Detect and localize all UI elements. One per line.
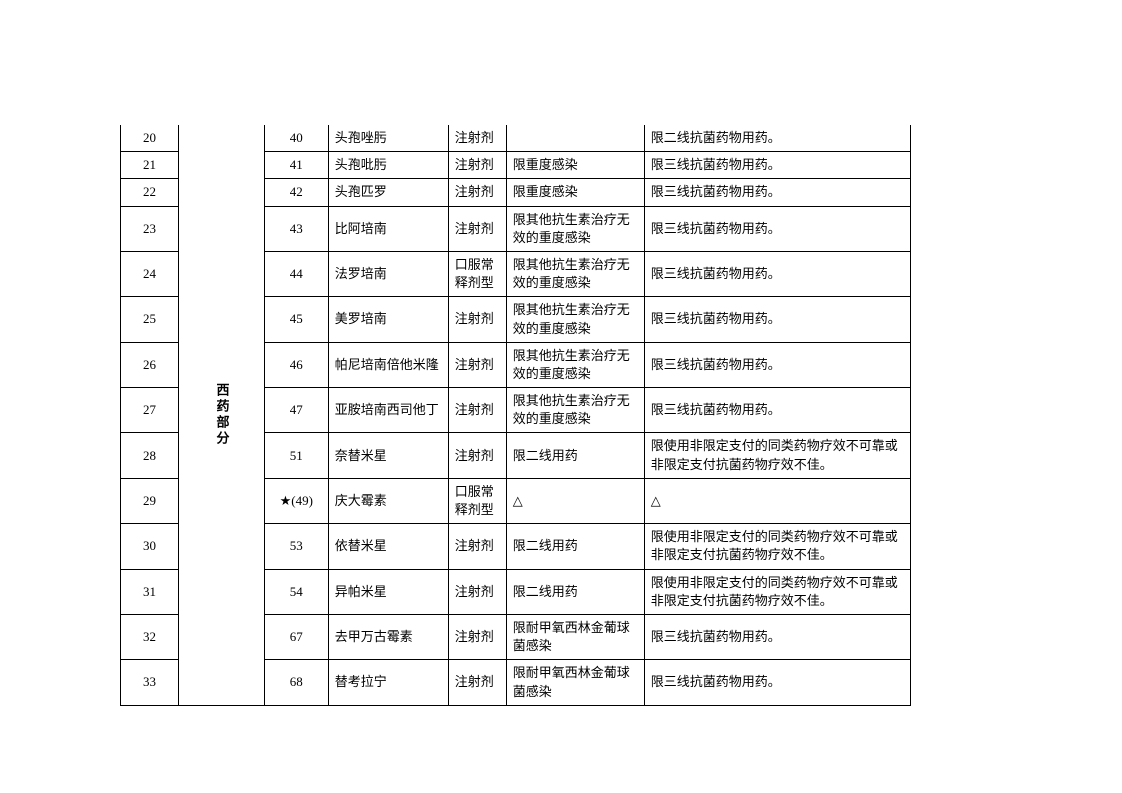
cell-form: 注射剂 xyxy=(448,342,506,387)
cell-code: 68 xyxy=(264,660,328,705)
cell-seq: 31 xyxy=(121,569,179,614)
cell-restrict: 限耐甲氧西林金葡球菌感染 xyxy=(506,660,644,705)
cell-seq: 20 xyxy=(121,125,179,152)
cell-remark: 限使用非限定支付的同类药物疗效不可靠或非限定支付抗菌药物疗效不佳。 xyxy=(644,524,910,569)
cell-remark: 限三线抗菌药物用药。 xyxy=(644,342,910,387)
cell-seq: 25 xyxy=(121,297,179,342)
cell-form: 注射剂 xyxy=(448,524,506,569)
cell-seq: 30 xyxy=(121,524,179,569)
cell-seq: 33 xyxy=(121,660,179,705)
cell-seq: 28 xyxy=(121,433,179,478)
cell-form: 注射剂 xyxy=(448,433,506,478)
cell-form: 注射剂 xyxy=(448,125,506,152)
cell-remark: 限三线抗菌药物用药。 xyxy=(644,614,910,659)
cell-remark: 限三线抗菌药物用药。 xyxy=(644,660,910,705)
table-row: 20西药部分40头孢唑肟注射剂限二线抗菌药物用药。 xyxy=(121,125,911,152)
cell-restrict: 限耐甲氧西林金葡球菌感染 xyxy=(506,614,644,659)
cell-form: 注射剂 xyxy=(448,179,506,206)
cell-restrict: 限二线用药 xyxy=(506,569,644,614)
cell-form: 注射剂 xyxy=(448,206,506,251)
cell-remark: 限使用非限定支付的同类药物疗效不可靠或非限定支付抗菌药物疗效不佳。 xyxy=(644,433,910,478)
cell-name: 去甲万古霉素 xyxy=(328,614,448,659)
cell-remark: 限三线抗菌药物用药。 xyxy=(644,251,910,296)
cell-restrict: 限重度感染 xyxy=(506,179,644,206)
cell-restrict: 限重度感染 xyxy=(506,152,644,179)
cell-code: ★(49) xyxy=(264,478,328,523)
cell-seq: 22 xyxy=(121,179,179,206)
cell-remark: 限三线抗菌药物用药。 xyxy=(644,297,910,342)
cell-seq: 21 xyxy=(121,152,179,179)
cell-name: 依替米星 xyxy=(328,524,448,569)
cell-remark: 限三线抗菌药物用药。 xyxy=(644,152,910,179)
cell-name: 法罗培南 xyxy=(328,251,448,296)
cell-form: 口服常释剂型 xyxy=(448,251,506,296)
cell-code: 44 xyxy=(264,251,328,296)
cell-category: 西药部分 xyxy=(179,125,265,705)
cell-seq: 26 xyxy=(121,342,179,387)
cell-seq: 27 xyxy=(121,388,179,433)
cell-code: 41 xyxy=(264,152,328,179)
cell-name: 奈替米星 xyxy=(328,433,448,478)
cell-remark: 限三线抗菌药物用药。 xyxy=(644,206,910,251)
cell-code: 53 xyxy=(264,524,328,569)
cell-code: 45 xyxy=(264,297,328,342)
cell-name: 替考拉宁 xyxy=(328,660,448,705)
cell-code: 46 xyxy=(264,342,328,387)
cell-form: 注射剂 xyxy=(448,388,506,433)
cell-restrict: 限二线用药 xyxy=(506,433,644,478)
cell-form: 注射剂 xyxy=(448,297,506,342)
cell-remark: 限使用非限定支付的同类药物疗效不可靠或非限定支付抗菌药物疗效不佳。 xyxy=(644,569,910,614)
cell-form: 注射剂 xyxy=(448,152,506,179)
cell-name: 帕尼培南倍他米隆 xyxy=(328,342,448,387)
cell-code: 40 xyxy=(264,125,328,152)
cell-restrict: △ xyxy=(506,478,644,523)
cell-remark: △ xyxy=(644,478,910,523)
cell-seq: 23 xyxy=(121,206,179,251)
cell-form: 注射剂 xyxy=(448,660,506,705)
cell-restrict: 限其他抗生素治疗无效的重度感染 xyxy=(506,206,644,251)
cell-seq: 32 xyxy=(121,614,179,659)
cell-name: 亚胺培南西司他丁 xyxy=(328,388,448,433)
cell-code: 43 xyxy=(264,206,328,251)
cell-code: 42 xyxy=(264,179,328,206)
cell-remark: 限三线抗菌药物用药。 xyxy=(644,388,910,433)
cell-seq: 29 xyxy=(121,478,179,523)
cell-restrict: 限其他抗生素治疗无效的重度感染 xyxy=(506,251,644,296)
cell-remark: 限二线抗菌药物用药。 xyxy=(644,125,910,152)
cell-restrict: 限其他抗生素治疗无效的重度感染 xyxy=(506,297,644,342)
cell-form: 注射剂 xyxy=(448,569,506,614)
cell-name: 头孢匹罗 xyxy=(328,179,448,206)
cell-name: 头孢唑肟 xyxy=(328,125,448,152)
cell-form: 注射剂 xyxy=(448,614,506,659)
cell-name: 庆大霉素 xyxy=(328,478,448,523)
cell-remark: 限三线抗菌药物用药。 xyxy=(644,179,910,206)
drug-table: 20西药部分40头孢唑肟注射剂限二线抗菌药物用药。2141头孢吡肟注射剂限重度感… xyxy=(120,125,911,706)
cell-restrict xyxy=(506,125,644,152)
cell-form: 口服常释剂型 xyxy=(448,478,506,523)
cell-code: 51 xyxy=(264,433,328,478)
cell-code: 67 xyxy=(264,614,328,659)
drug-table-container: 20西药部分40头孢唑肟注射剂限二线抗菌药物用药。2141头孢吡肟注射剂限重度感… xyxy=(120,125,1122,706)
cell-name: 美罗培南 xyxy=(328,297,448,342)
cell-seq: 24 xyxy=(121,251,179,296)
cell-restrict: 限其他抗生素治疗无效的重度感染 xyxy=(506,342,644,387)
cell-restrict: 限二线用药 xyxy=(506,524,644,569)
cell-name: 头孢吡肟 xyxy=(328,152,448,179)
cell-restrict: 限其他抗生素治疗无效的重度感染 xyxy=(506,388,644,433)
cell-code: 47 xyxy=(264,388,328,433)
cell-code: 54 xyxy=(264,569,328,614)
cell-name: 比阿培南 xyxy=(328,206,448,251)
cell-name: 异帕米星 xyxy=(328,569,448,614)
